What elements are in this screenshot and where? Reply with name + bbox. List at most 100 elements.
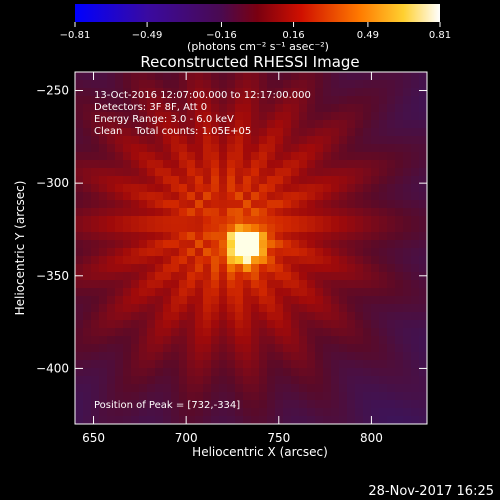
- heatmap-pixel: [203, 272, 212, 281]
- heatmap-pixel: [227, 192, 236, 201]
- heatmap-pixel: [299, 232, 308, 241]
- heatmap-pixel: [283, 360, 292, 369]
- heatmap-pixel: [419, 240, 427, 249]
- heatmap-pixel: [123, 128, 132, 137]
- heatmap-pixel: [419, 280, 427, 289]
- heatmap-pixel: [379, 112, 388, 121]
- heatmap-pixel: [363, 208, 372, 217]
- heatmap-pixel: [363, 152, 372, 161]
- heatmap-pixel: [107, 264, 116, 273]
- heatmap-pixel: [347, 320, 356, 329]
- heatmap-pixel: [339, 248, 348, 257]
- heatmap-pixel: [291, 296, 300, 305]
- heatmap-pixel: [283, 304, 292, 313]
- heatmap-pixel: [195, 376, 204, 385]
- heatmap-pixel: [203, 256, 212, 265]
- heatmap-pixel: [123, 256, 132, 265]
- heatmap-pixel: [163, 392, 172, 401]
- heatmap-pixel: [315, 232, 324, 241]
- heatmap-pixel: [363, 96, 372, 105]
- heatmap-pixel: [371, 336, 380, 345]
- heatmap-pixel: [379, 312, 388, 321]
- heatmap-pixel: [163, 336, 172, 345]
- heatmap-pixel: [155, 344, 164, 353]
- heatmap-pixel: [227, 160, 236, 169]
- heatmap-pixel: [147, 216, 156, 225]
- heatmap-pixel: [395, 128, 404, 137]
- heatmap-pixel: [99, 240, 108, 249]
- heatmap-pixel: [419, 256, 427, 265]
- heatmap-pixel: [251, 312, 260, 321]
- heatmap-pixel: [347, 160, 356, 169]
- heatmap-pixel: [307, 232, 316, 241]
- heatmap-pixel: [187, 176, 196, 185]
- heatmap-pixel: [147, 128, 156, 137]
- heatmap-pixel: [139, 264, 148, 273]
- heatmap-pixel: [235, 136, 244, 145]
- heatmap-pixel: [171, 312, 180, 321]
- heatmap-pixel: [195, 152, 204, 161]
- heatmap-pixel: [395, 416, 404, 424]
- heatmap-pixel: [243, 256, 252, 265]
- heatmap-pixel: [203, 368, 212, 377]
- heatmap-pixel: [99, 72, 108, 81]
- heatmap-pixel: [171, 376, 180, 385]
- heatmap-pixel: [299, 80, 308, 89]
- heatmap-pixel: [75, 208, 84, 217]
- heatmap-pixel: [99, 408, 108, 417]
- heatmap-pixel: [91, 312, 100, 321]
- heatmap-pixel: [259, 392, 268, 401]
- heatmap-pixel: [83, 96, 92, 105]
- heatmap-pixel: [155, 128, 164, 137]
- heatmap-pixel: [395, 336, 404, 345]
- heatmap-pixel: [115, 176, 124, 185]
- heatmap-pixel: [123, 272, 132, 281]
- heatmap-pixel: [339, 104, 348, 113]
- heatmap-pixel: [211, 256, 220, 265]
- heatmap-pixel: [147, 296, 156, 305]
- heatmap-pixel: [139, 272, 148, 281]
- heatmap-pixel: [75, 160, 84, 169]
- heatmap-pixel: [299, 272, 308, 281]
- heatmap-pixel: [315, 352, 324, 361]
- heatmap-pixel: [395, 120, 404, 129]
- heatmap-pixel: [355, 200, 364, 209]
- heatmap-pixel: [211, 392, 220, 401]
- heatmap-pixel: [203, 328, 212, 337]
- heatmap-pixel: [195, 176, 204, 185]
- heatmap-pixel: [211, 112, 220, 121]
- heatmap-pixel: [195, 96, 204, 105]
- heatmap-pixel: [299, 304, 308, 313]
- heatmap-pixel: [227, 232, 236, 241]
- x-tick-label: 650: [82, 431, 105, 445]
- heatmap-pixel: [363, 344, 372, 353]
- heatmap-pixel: [299, 184, 308, 193]
- heatmap-pixel: [75, 256, 84, 265]
- heatmap-pixel: [379, 344, 388, 353]
- heatmap-pixel: [267, 136, 276, 145]
- heatmap-pixel: [363, 240, 372, 249]
- heatmap-pixel: [139, 328, 148, 337]
- heatmap-pixel: [307, 368, 316, 377]
- heatmap-pixel: [243, 216, 252, 225]
- heatmap-pixel: [331, 192, 340, 201]
- heatmap-pixel: [371, 312, 380, 321]
- heatmap-pixel: [347, 368, 356, 377]
- heatmap-pixel: [371, 72, 380, 81]
- heatmap-pixel: [139, 240, 148, 249]
- heatmap-pixel: [347, 384, 356, 393]
- heatmap-pixel: [99, 224, 108, 233]
- heatmap-pixel: [235, 216, 244, 225]
- heatmap-pixel: [179, 160, 188, 169]
- heatmap-pixel: [347, 120, 356, 129]
- heatmap-pixel: [91, 216, 100, 225]
- heatmap-pixel: [363, 280, 372, 289]
- heatmap-pixel: [251, 272, 260, 281]
- heatmap-pixel: [331, 232, 340, 241]
- heatmap-pixel: [371, 104, 380, 113]
- heatmap-pixel: [171, 416, 180, 424]
- heatmap-pixel: [139, 160, 148, 169]
- heatmap-pixel: [131, 112, 140, 121]
- heatmap-pixel: [299, 88, 308, 97]
- heatmap-pixel: [115, 304, 124, 313]
